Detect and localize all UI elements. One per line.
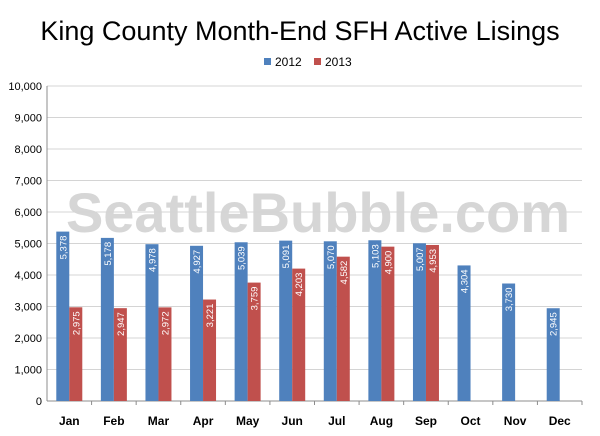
bar-2012-may: [234, 242, 248, 401]
legend-swatch-2012: [264, 58, 271, 65]
y-tick-label: 8,000: [14, 144, 42, 156]
bar-2012-nov: [502, 283, 516, 401]
data-label: 5,103: [370, 244, 381, 268]
x-tick-label: Apr: [193, 414, 214, 428]
data-label: 3,730: [504, 288, 515, 312]
x-tick-label: Mar: [148, 414, 170, 428]
bars: 5,378 2,975 5,178 2,947 4,978 2,972 4,927 3,221…: [56, 231, 560, 401]
y-axis: 0 1,000 2,000 3,000 4,000 5,000 6,000 7,000 8,00…: [8, 81, 48, 408]
y-tick-label: 5,000: [14, 239, 42, 251]
bar-2012-oct: [457, 265, 471, 401]
y-tick-label: 6,000: [14, 207, 42, 219]
legend-label-2013: 2013: [325, 55, 352, 69]
bar-2012-dec: [546, 308, 560, 401]
data-label: 2,947: [116, 312, 127, 336]
x-tick-label: Jun: [282, 414, 303, 428]
data-label: 4,978: [147, 248, 158, 272]
bar-2013-mar: [158, 307, 172, 401]
bar-2012-aug: [368, 240, 382, 401]
x-tick-label: Aug: [370, 414, 393, 428]
y-tick-label: 7,000: [14, 176, 42, 188]
data-label: 4,953: [428, 249, 439, 273]
data-label: 3,221: [205, 304, 216, 328]
bar-2013-jan: [69, 307, 83, 401]
x-tick-label: Feb: [103, 414, 124, 428]
legend-swatch-2013: [314, 58, 321, 65]
bar-2013-sep: [425, 244, 439, 401]
data-label: 5,091: [281, 245, 292, 269]
gridlines: [47, 85, 582, 402]
bar-2012-apr: [190, 245, 204, 401]
x-tick-label: Sep: [415, 414, 437, 428]
bar-2012-mar: [145, 244, 159, 401]
x-tick-label: Jul: [328, 414, 345, 428]
y-tick-label: 2,000: [14, 333, 42, 345]
data-label: 2,945: [549, 312, 560, 336]
bar-2012-jul: [323, 241, 337, 401]
bar-2013-jun: [292, 268, 306, 401]
bar-2013-jul: [336, 256, 350, 401]
legend: 2012 2013: [264, 55, 352, 69]
data-label: 5,039: [237, 246, 248, 270]
data-label: 4,203: [294, 273, 305, 297]
bar-2012-feb: [100, 237, 114, 401]
bar-2013-feb: [113, 308, 127, 401]
data-label: 2,972: [160, 311, 171, 335]
y-tick-label: 1,000: [14, 365, 42, 377]
data-label: 4,900: [383, 251, 394, 275]
y-tick-label: 0: [36, 396, 42, 408]
data-label: 5,378: [58, 236, 69, 260]
y-tick-label: 4,000: [14, 270, 42, 282]
data-label: 5,007: [415, 247, 426, 271]
bar-2012-jan: [56, 231, 70, 401]
data-label: 3,759: [250, 287, 261, 311]
data-label: 4,927: [192, 250, 203, 274]
data-label: 4,304: [460, 269, 471, 293]
bar-2013-may: [247, 282, 261, 401]
legend-label-2012: 2012: [275, 55, 302, 69]
y-tick-label: 3,000: [14, 302, 42, 314]
x-tick-label: Jan: [59, 414, 80, 428]
chart-title: King County Month-End SFH Active Lisings: [40, 16, 559, 46]
bar-2013-aug: [381, 246, 395, 401]
y-tick-label: 10,000: [8, 81, 42, 93]
x-tick-label: Oct: [461, 414, 481, 428]
x-tick-label: May: [236, 414, 260, 428]
y-tick-label: 9,000: [14, 113, 42, 125]
bar-2012-sep: [412, 243, 426, 401]
x-axis: Jan Feb Mar Apr May Jun Jul Aug Sep Oct Nov Dec: [59, 401, 583, 428]
data-label: 2,975: [71, 311, 82, 335]
data-label: 4,582: [339, 261, 350, 285]
data-label: 5,178: [103, 242, 114, 266]
bar-2012-jun: [279, 240, 293, 401]
bar-2013-apr: [203, 299, 217, 401]
x-tick-label: Dec: [549, 414, 571, 428]
x-tick-label: Nov: [504, 414, 527, 428]
data-label: 5,070: [326, 245, 337, 269]
